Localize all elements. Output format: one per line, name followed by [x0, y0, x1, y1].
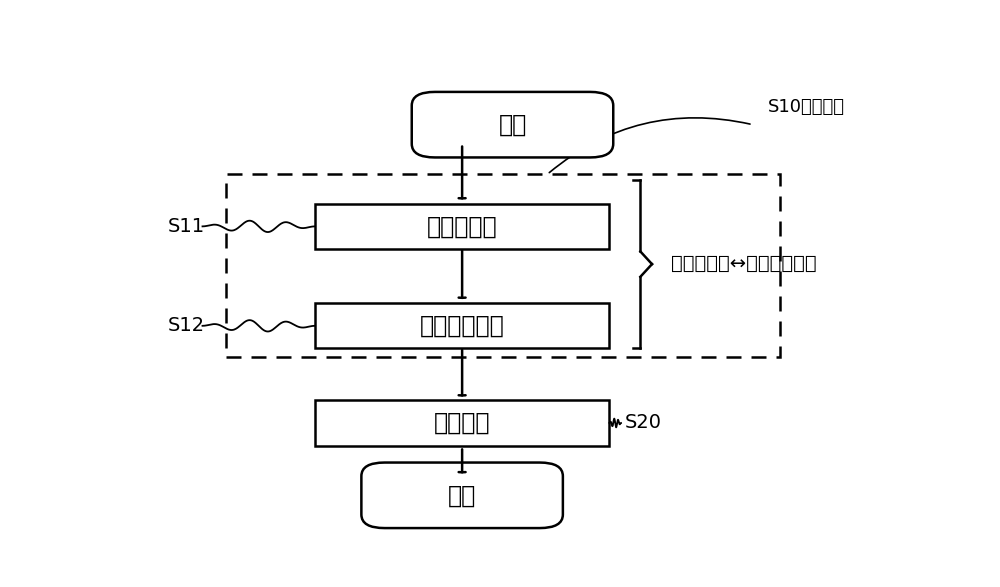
- Text: 洗涤工序: 洗涤工序: [434, 411, 490, 435]
- Bar: [315, 400, 609, 446]
- Text: 粒子生长工序: 粒子生长工序: [420, 314, 505, 338]
- Text: 核生成工序: 核生成工序: [427, 214, 497, 238]
- FancyBboxPatch shape: [412, 92, 613, 157]
- Bar: [315, 303, 609, 349]
- Text: S11: S11: [168, 217, 205, 236]
- Text: 结束: 结束: [448, 483, 476, 507]
- Text: 氧化性气氛↔非氧化性气氛: 氧化性气氛↔非氧化性气氛: [671, 254, 817, 274]
- FancyBboxPatch shape: [361, 463, 563, 528]
- Text: 开始: 开始: [498, 113, 527, 137]
- Text: S12: S12: [168, 316, 205, 335]
- Bar: [315, 204, 609, 249]
- Text: S10晶析工序: S10晶析工序: [768, 97, 845, 116]
- Text: S20: S20: [625, 413, 662, 433]
